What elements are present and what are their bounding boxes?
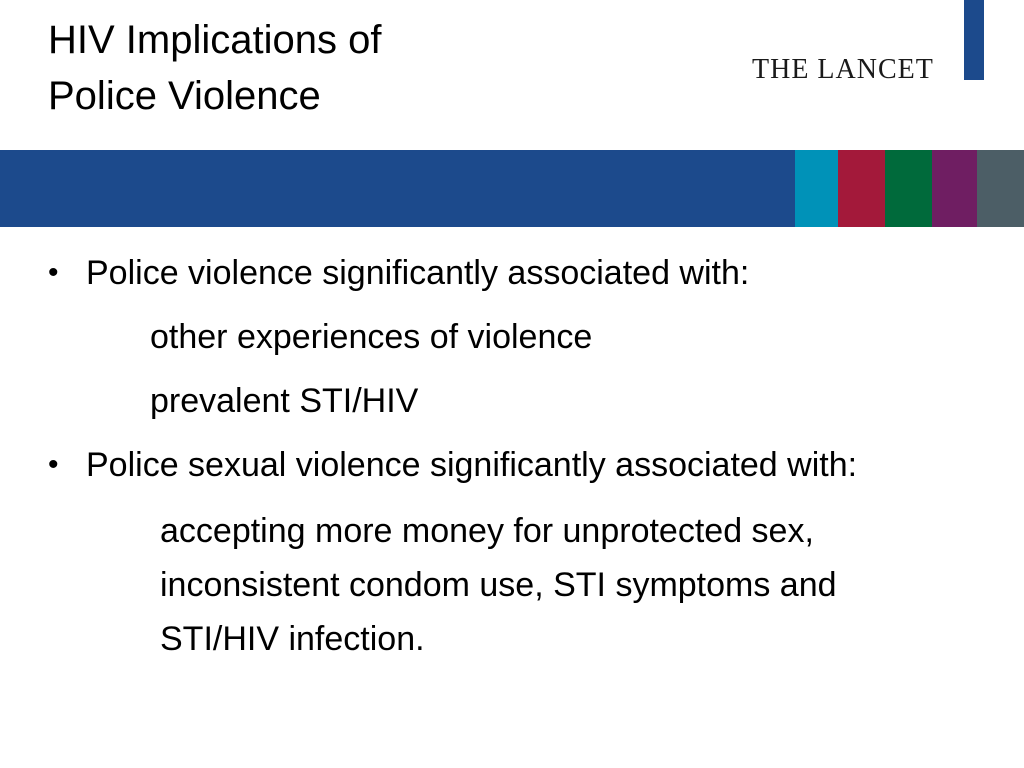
- bullet-dot-icon: •: [48, 448, 59, 481]
- bullet-item: • Police violence significantly associat…: [48, 248, 948, 298]
- band-gray-segment: [977, 150, 1024, 227]
- band-red-segment: [838, 150, 885, 227]
- title-line-1: HIV Implications of: [48, 18, 382, 62]
- sub-item: accepting more money for unprotected sex…: [160, 512, 837, 658]
- header-color-band: [0, 150, 1024, 227]
- band-green-segment: [885, 150, 932, 227]
- logo-accent-bar: [964, 0, 984, 80]
- slide-body: • Police violence significantly associat…: [48, 248, 948, 666]
- bullet-text: Police sexual violence significantly ass…: [86, 446, 858, 484]
- lancet-logo-text: THE LANCET: [752, 54, 934, 85]
- bullet-dot-icon: •: [48, 256, 59, 289]
- page-title: HIV Implications of Police Violence: [48, 12, 381, 124]
- sub-item: prevalent STI/HIV: [150, 382, 419, 420]
- sub-item: other experiences of violence: [150, 318, 593, 356]
- band-teal-segment: [795, 150, 838, 227]
- band-purple-segment: [932, 150, 977, 227]
- title-line-2: Police Violence: [48, 74, 321, 118]
- bullet-text: Police violence significantly associated…: [86, 254, 750, 292]
- bullet-item: • Police sexual violence significantly a…: [48, 440, 948, 490]
- band-main-segment: [0, 150, 795, 227]
